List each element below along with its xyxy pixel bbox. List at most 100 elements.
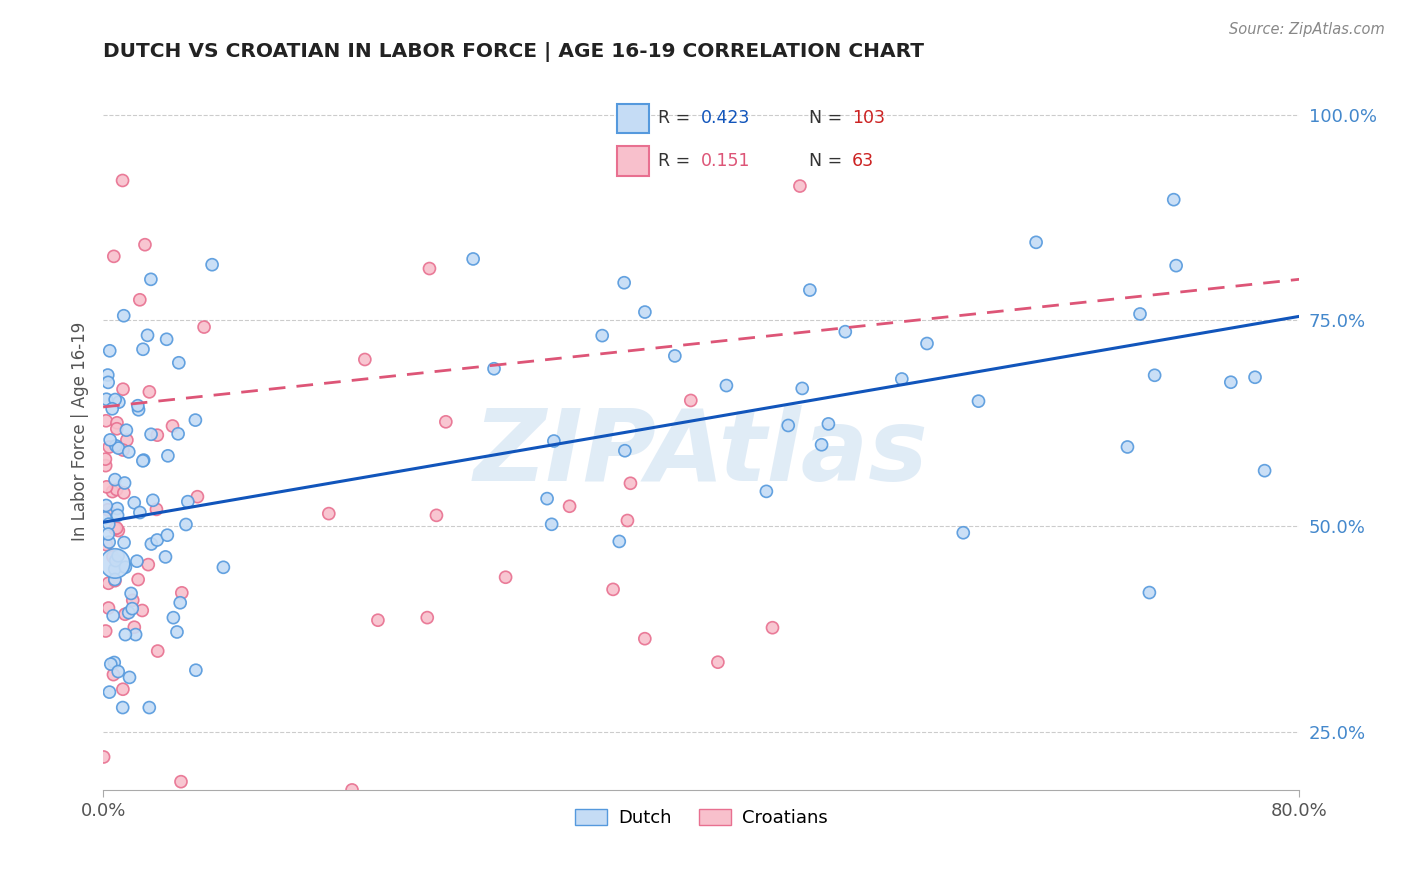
Point bbox=[540, 517, 562, 532]
Point bbox=[967, 394, 990, 409]
Point bbox=[111, 700, 134, 714]
Point bbox=[112, 309, 135, 323]
Point bbox=[118, 445, 141, 459]
Point bbox=[107, 441, 129, 455]
Point bbox=[97, 376, 120, 390]
Point bbox=[170, 774, 193, 789]
Point bbox=[98, 685, 121, 699]
Point bbox=[105, 422, 128, 436]
Point bbox=[94, 458, 117, 473]
Point bbox=[162, 419, 184, 434]
Point bbox=[156, 449, 179, 463]
Point bbox=[162, 610, 184, 624]
Point bbox=[104, 439, 127, 453]
Point bbox=[127, 573, 149, 587]
Point bbox=[952, 525, 974, 540]
Point bbox=[104, 473, 127, 487]
Point bbox=[127, 399, 149, 413]
Point bbox=[139, 272, 162, 286]
Point bbox=[146, 428, 169, 442]
Point bbox=[1025, 235, 1047, 250]
Point bbox=[107, 549, 129, 563]
Point bbox=[134, 237, 156, 252]
Point bbox=[121, 593, 143, 607]
Point bbox=[146, 533, 169, 547]
Point bbox=[340, 783, 363, 797]
Point bbox=[132, 454, 155, 468]
Point bbox=[145, 502, 167, 516]
Point bbox=[463, 252, 485, 266]
Point bbox=[418, 261, 440, 276]
Point bbox=[142, 493, 165, 508]
Point bbox=[495, 570, 517, 584]
Point bbox=[177, 494, 200, 508]
Point bbox=[167, 356, 190, 370]
Point bbox=[101, 401, 124, 416]
Point bbox=[105, 483, 128, 497]
Y-axis label: In Labor Force | Age 16-19: In Labor Force | Age 16-19 bbox=[72, 322, 89, 541]
Point bbox=[94, 452, 117, 467]
Point bbox=[817, 417, 839, 431]
Point bbox=[799, 283, 821, 297]
Point bbox=[112, 535, 135, 549]
Point bbox=[778, 418, 800, 433]
Point bbox=[425, 508, 447, 523]
Point bbox=[104, 574, 127, 588]
Point bbox=[155, 549, 177, 564]
Legend: Dutch, Croatians: Dutch, Croatians bbox=[568, 802, 835, 835]
Point bbox=[1166, 259, 1188, 273]
Point bbox=[114, 475, 136, 490]
Point bbox=[789, 179, 811, 194]
Point bbox=[107, 665, 129, 679]
Point bbox=[97, 502, 120, 516]
Point bbox=[174, 517, 197, 532]
Point bbox=[138, 700, 160, 714]
Point bbox=[1116, 440, 1139, 454]
Point bbox=[118, 670, 141, 684]
Point bbox=[104, 554, 127, 568]
Point bbox=[367, 613, 389, 627]
Point bbox=[1129, 307, 1152, 321]
Point bbox=[98, 440, 121, 454]
Point bbox=[114, 560, 136, 574]
Point bbox=[121, 601, 143, 615]
Point bbox=[166, 625, 188, 640]
Point bbox=[558, 500, 581, 514]
Point bbox=[602, 582, 624, 597]
Text: ZIPAtlas: ZIPAtlas bbox=[474, 405, 928, 501]
Point bbox=[543, 434, 565, 448]
Point bbox=[107, 508, 129, 523]
Point bbox=[104, 573, 127, 587]
Point bbox=[716, 378, 738, 392]
Point bbox=[103, 667, 125, 681]
Point bbox=[98, 343, 121, 358]
Point bbox=[101, 608, 124, 623]
Point bbox=[834, 325, 856, 339]
Point bbox=[94, 624, 117, 638]
Point bbox=[104, 392, 127, 407]
Point bbox=[184, 413, 207, 427]
Point bbox=[104, 557, 127, 571]
Point bbox=[105, 521, 128, 535]
Point bbox=[184, 663, 207, 677]
Point bbox=[124, 620, 146, 634]
Point bbox=[156, 528, 179, 542]
Point bbox=[1137, 585, 1160, 599]
Point bbox=[619, 476, 641, 491]
Point bbox=[98, 433, 121, 447]
Point bbox=[136, 558, 159, 572]
Point bbox=[97, 601, 120, 615]
Point bbox=[318, 507, 340, 521]
Point bbox=[94, 414, 117, 428]
Point bbox=[353, 352, 375, 367]
Point bbox=[122, 496, 145, 510]
Point bbox=[607, 534, 630, 549]
Point bbox=[212, 560, 235, 574]
Point bbox=[679, 393, 702, 408]
Point bbox=[536, 491, 558, 506]
Text: Source: ZipAtlas.com: Source: ZipAtlas.com bbox=[1229, 22, 1385, 37]
Point bbox=[1244, 370, 1267, 384]
Point bbox=[186, 490, 208, 504]
Point bbox=[107, 524, 129, 538]
Point bbox=[1219, 375, 1241, 389]
